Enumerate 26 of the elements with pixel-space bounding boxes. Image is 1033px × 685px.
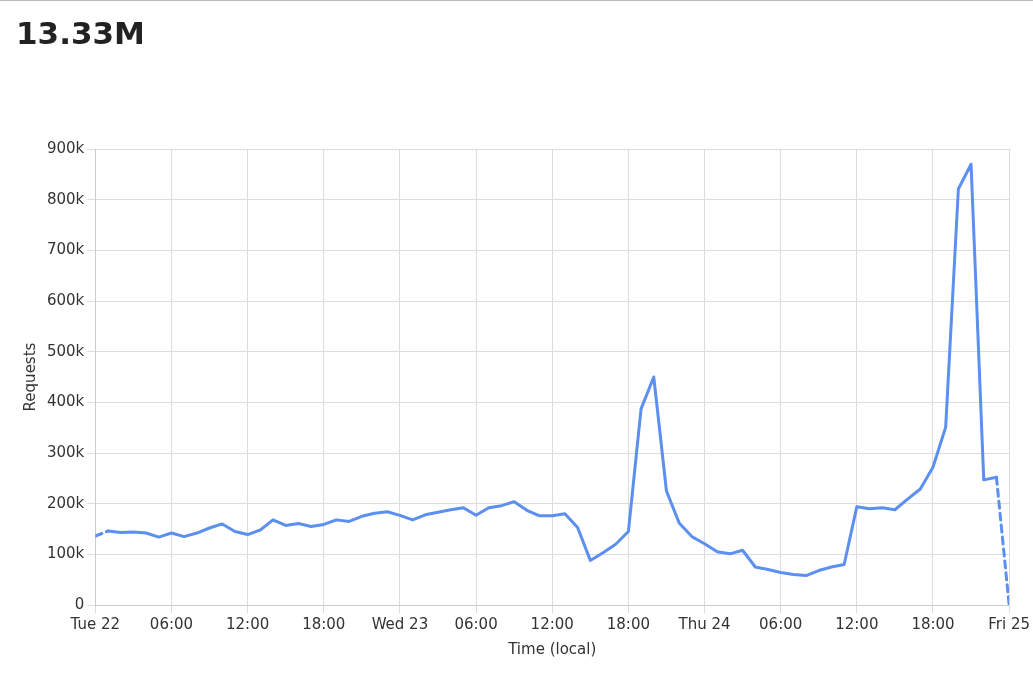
x-tick-label: 12:00 xyxy=(226,614,270,633)
x-tick-label: 18:00 xyxy=(606,614,650,633)
y-tick-label: 0 xyxy=(74,594,85,613)
y-tick-label: 400k xyxy=(46,392,85,411)
x-tick-label: 18:00 xyxy=(911,614,955,633)
chart-title: 13.33M xyxy=(16,15,145,51)
x-tick-label: Tue 22 xyxy=(69,614,121,633)
x-tick-label: Thu 24 xyxy=(677,614,731,633)
x-tick-label: 12:00 xyxy=(530,614,574,633)
y-tick-label: 600k xyxy=(46,290,85,309)
x-tick-label: 06:00 xyxy=(149,614,194,633)
y-tick-label: 800k xyxy=(46,189,85,208)
y-axis-title: Requests xyxy=(20,342,39,412)
y-tick-label: 200k xyxy=(46,493,85,512)
x-tick-label: 18:00 xyxy=(302,614,346,633)
y-tick-label: 500k xyxy=(46,341,85,360)
y-tick-label: 300k xyxy=(46,442,85,461)
y-tick-label: 900k xyxy=(46,138,85,157)
x-tick-label: 06:00 xyxy=(759,614,803,633)
x-tick-label: 12:00 xyxy=(835,614,879,633)
x-tick-label: Wed 23 xyxy=(371,614,429,633)
y-tick-label: 100k xyxy=(46,544,85,563)
y-tick-label: 700k xyxy=(46,240,85,259)
x-tick-label: Fri 25 xyxy=(988,614,1030,633)
x-tick-label: 06:00 xyxy=(454,614,498,633)
x-axis-title: Time (local) xyxy=(507,639,597,658)
